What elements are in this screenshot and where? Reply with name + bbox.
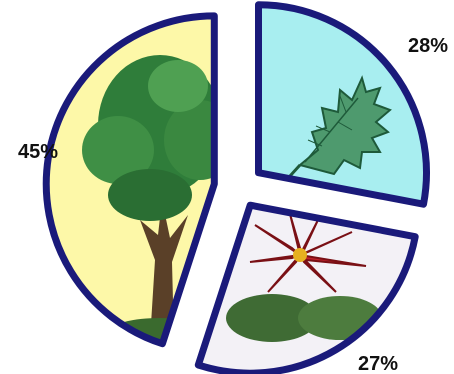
slice-45-percent [42,12,218,348]
slice-label-45: 45% [18,141,58,163]
slice-28-percent [255,1,430,208]
slice-27-percent [194,201,419,374]
oak-leaf-picture [288,75,392,178]
slice-label-27: 27% [358,353,398,374]
slice-label-28: 28% [408,35,448,57]
tree-picture [82,55,215,342]
